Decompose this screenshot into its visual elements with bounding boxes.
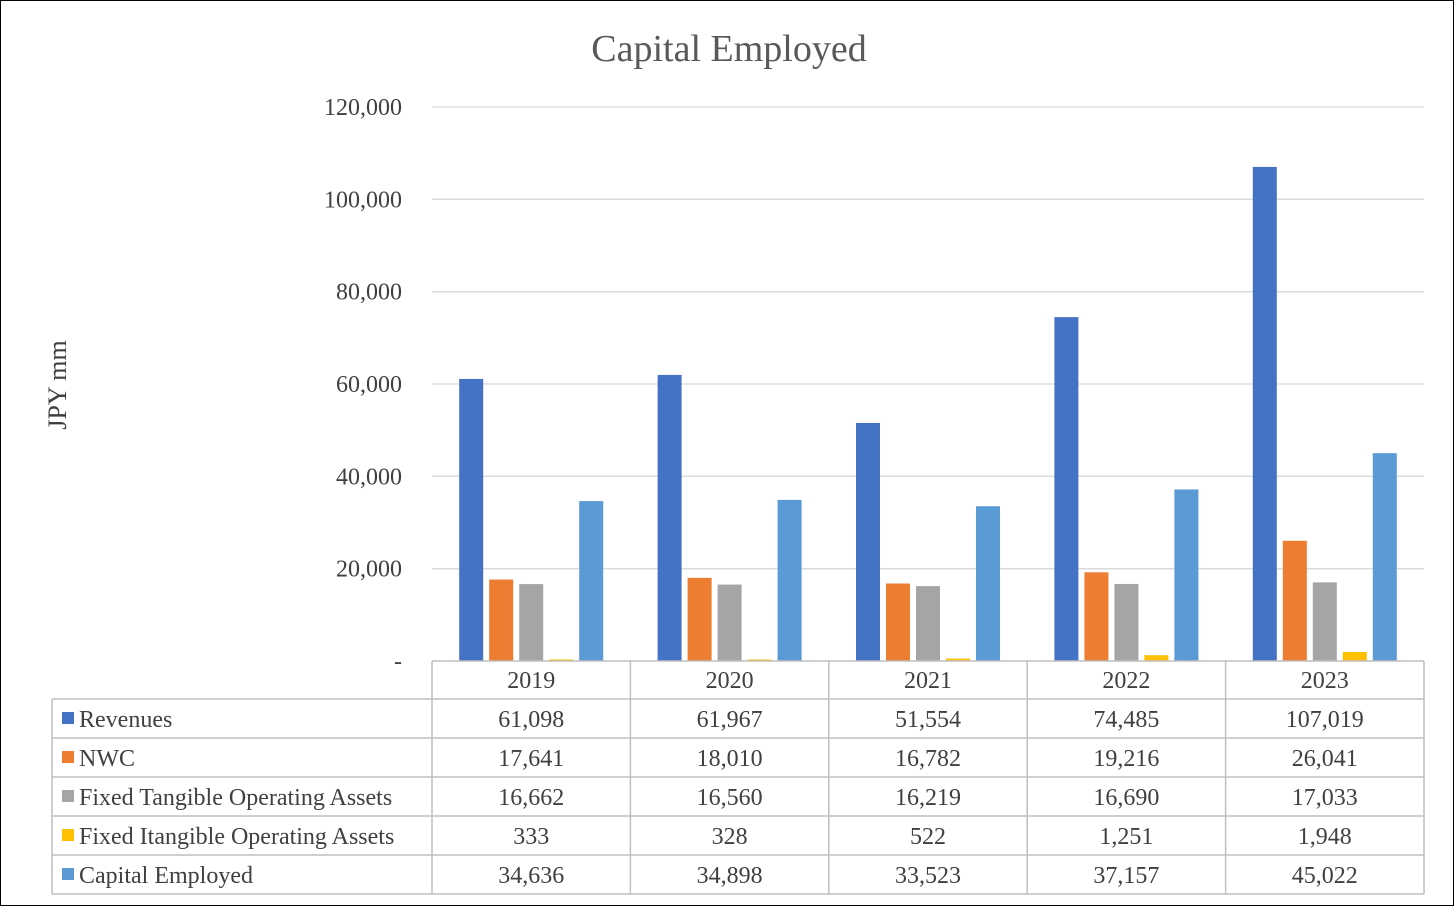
- bar-nwc-2023: [1282, 540, 1307, 661]
- y-tick-label: 120,000: [324, 95, 402, 121]
- bar-fixed-tangible-operating-assets-2019: [519, 584, 544, 661]
- data-label: 18,010: [697, 746, 763, 772]
- y-tick-label: 60,000: [336, 372, 402, 398]
- data-table: 2019 2020 2021 2022 2023 Revenues 61,098 61,967…: [51, 660, 1425, 895]
- y-tick-label: 40,000: [336, 464, 402, 490]
- data-label: 17,033: [1292, 785, 1358, 811]
- data-label: 34,898: [697, 863, 763, 889]
- bar-series: [459, 166, 1397, 661]
- bar-revenues-2019: [459, 378, 484, 661]
- data-label: 45,022: [1292, 863, 1358, 889]
- data-label: 33,523: [895, 863, 961, 889]
- data-label: 16,782: [895, 746, 961, 772]
- data-label: 328: [712, 824, 748, 850]
- y-axis-label: JPY mm: [43, 340, 72, 429]
- x-tick-label: 2021: [904, 668, 952, 694]
- data-label: 16,219: [895, 785, 961, 811]
- data-label: 61,098: [498, 707, 564, 733]
- bar-nwc-2020: [687, 577, 712, 661]
- x-tick-label: 2023: [1301, 668, 1349, 694]
- chart-title: Capital Employed: [591, 28, 866, 70]
- legend-entry: Capital Employed: [79, 863, 253, 889]
- bar-capital-employed-2023: [1372, 453, 1397, 661]
- bar-fixed-itangible-operating-assets-2022: [1144, 655, 1169, 661]
- bar-fixed-tangible-operating-assets-2023: [1312, 582, 1337, 661]
- legend-key: [62, 712, 74, 724]
- bar-fixed-tangible-operating-assets-2022: [1114, 583, 1139, 661]
- x-tick-label: 2019: [507, 668, 555, 694]
- data-label: 1,948: [1298, 824, 1352, 850]
- data-label: 333: [513, 824, 549, 850]
- bar-revenues-2020: [657, 374, 682, 661]
- y-tick-label: 100,000: [324, 187, 402, 213]
- bar-capital-employed-2021: [976, 506, 1000, 661]
- bar-capital-employed-2020: [777, 499, 802, 661]
- y-axis-ticks: - 20,000 40,000 60,000 80,000 100,000 120,000: [324, 95, 402, 675]
- data-label: 61,967: [697, 707, 763, 733]
- bar-revenues-2023: [1252, 166, 1277, 661]
- data-label: 19,216: [1093, 746, 1159, 772]
- data-label: 26,041: [1292, 746, 1358, 772]
- bar-capital-employed-2022: [1174, 489, 1199, 661]
- data-label: 1,251: [1099, 824, 1153, 850]
- legend-key: [62, 868, 74, 880]
- data-label: 16,560: [697, 785, 763, 811]
- bar-revenues-2021: [856, 422, 880, 661]
- legend-entry: Fixed Itangible Operating Assets: [79, 824, 394, 850]
- data-label: 74,485: [1093, 707, 1159, 733]
- data-label: 107,019: [1286, 707, 1364, 733]
- bar-fixed-tangible-operating-assets-2020: [717, 584, 742, 661]
- data-label: 16,662: [498, 785, 564, 811]
- bar-nwc-2019: [489, 579, 514, 661]
- bar-revenues-2022: [1054, 317, 1079, 661]
- legend-key: [62, 751, 74, 763]
- data-label: 51,554: [895, 707, 961, 733]
- data-label: 34,636: [498, 863, 564, 889]
- bar-nwc-2021: [886, 583, 910, 661]
- data-label: 16,690: [1093, 785, 1159, 811]
- data-label: 17,641: [498, 746, 564, 772]
- bar-capital-employed-2019: [579, 501, 604, 661]
- y-tick-label: 20,000: [336, 557, 402, 583]
- legend-entry: Fixed Tangible Operating Assets: [79, 785, 392, 811]
- y-tick-label: -: [394, 649, 402, 675]
- legend-entry: NWC: [79, 746, 135, 772]
- bar-fixed-itangible-operating-assets-2023: [1342, 652, 1367, 661]
- data-label: 522: [910, 824, 946, 850]
- bar-fixed-itangible-operating-assets-2019: [549, 659, 574, 661]
- legend-entry: Revenues: [79, 707, 172, 733]
- data-label: 37,157: [1093, 863, 1159, 889]
- bar-nwc-2022: [1084, 572, 1109, 661]
- x-tick-label: 2022: [1102, 668, 1150, 694]
- legend-key: [62, 790, 74, 802]
- bar-fixed-itangible-operating-assets-2021: [946, 658, 970, 661]
- bar-fixed-tangible-operating-assets-2021: [916, 586, 940, 661]
- y-tick-label: 80,000: [336, 280, 402, 306]
- x-tick-label: 2020: [706, 668, 754, 694]
- bar-fixed-itangible-operating-assets-2020: [747, 659, 772, 661]
- legend-key: [62, 829, 74, 841]
